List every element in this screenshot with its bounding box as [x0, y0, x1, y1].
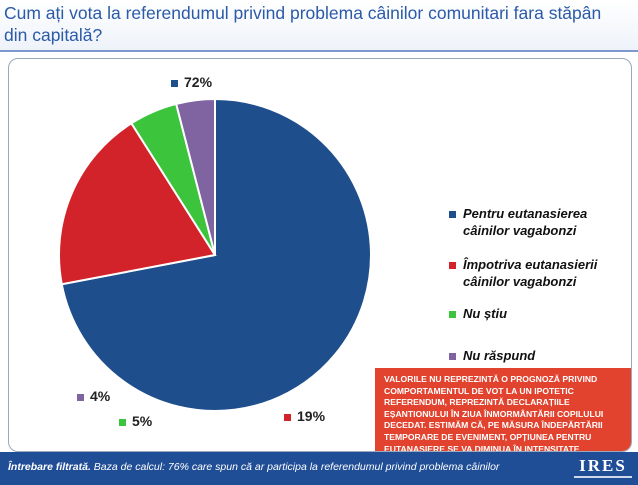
- slice-label-marker: [284, 413, 291, 421]
- slice-label-marker: [171, 79, 178, 87]
- slice-label-impotriva: 19%: [284, 408, 325, 424]
- title-divider: [0, 50, 638, 52]
- legend-swatch: [449, 311, 456, 318]
- legend-label: Nu știu: [463, 306, 508, 321]
- slice-label-pentru: 72%: [171, 74, 212, 90]
- slice-label-nu-stiu: 5%: [119, 413, 152, 429]
- footer-bar: Întrebare filtrată. Baza de calcul: 76% …: [0, 452, 638, 485]
- slice-label-marker: [119, 418, 126, 426]
- logo-text: IRES: [579, 456, 627, 475]
- footer-note: Întrebare filtrată. Baza de calcul: 76% …: [8, 461, 558, 473]
- ires-logo: IRES: [572, 455, 634, 483]
- legend-label: Împotriva eutanasierii câinilor vagabonz…: [463, 257, 598, 289]
- slice-label-nu-raspund: 4%: [77, 388, 110, 404]
- logo-underline: [574, 476, 632, 478]
- legend-swatch: [449, 353, 456, 360]
- legend-label: Pentru eutanasierea câinilor vagabonzi: [463, 206, 588, 238]
- slice-label-marker: [77, 393, 84, 401]
- slice-value: 4%: [90, 388, 111, 404]
- pie-slice-pentru: [60, 97, 372, 412]
- chart-panel: 72% 19% 5% 4% Pentru eutanasierea câinil…: [8, 58, 632, 452]
- footer-label: Întrebare filtrată.: [8, 461, 91, 473]
- pie-slice-impotriva: [58, 121, 217, 286]
- title-bar: Cum ați vota la referendumul privind pro…: [0, 0, 638, 50]
- legend-label: Nu răspund: [463, 348, 536, 363]
- chart-title: Cum ați vota la referendumul privind pro…: [4, 3, 602, 45]
- slice-value: 19%: [297, 408, 326, 424]
- footer-text: Baza de calcul: 76% care spun că ar part…: [90, 461, 500, 473]
- pie-chart: [58, 97, 372, 412]
- slice-value: 72%: [184, 74, 213, 90]
- disclaimer-text: VALORILE NU REPREZINTĂ O PROGNOZĂ PRIVIN…: [384, 374, 604, 452]
- legend-swatch: [449, 262, 456, 269]
- legend-swatch: [449, 211, 456, 218]
- slice-value: 5%: [132, 413, 153, 429]
- pie-slice-nu-raspund: [174, 97, 216, 256]
- disclaimer-note: VALORILE NU REPREZINTĂ O PROGNOZĂ PRIVIN…: [375, 368, 631, 452]
